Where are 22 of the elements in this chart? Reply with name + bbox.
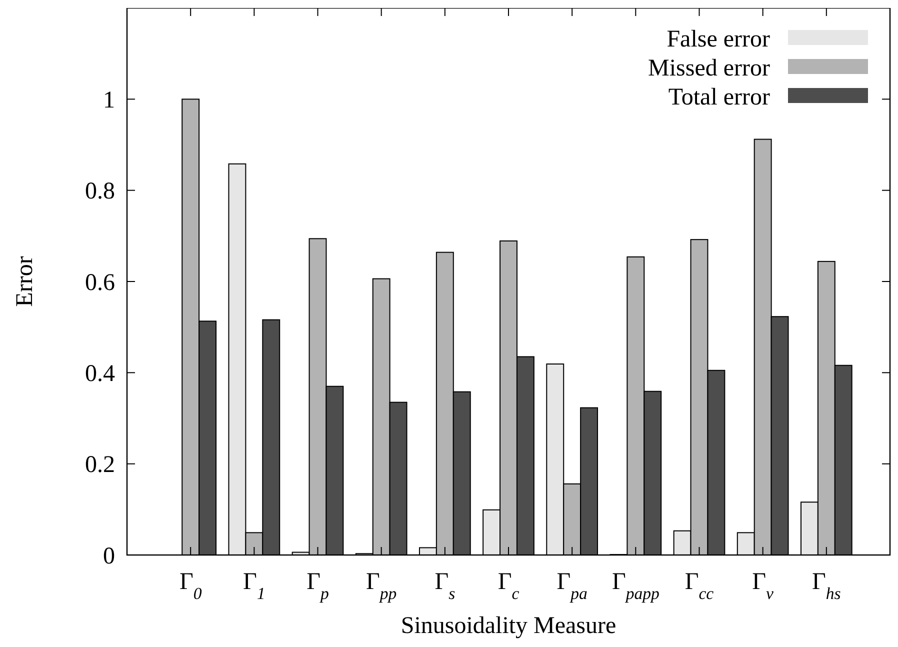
x-tick-label: Γ$_{p}$ [306, 569, 329, 602]
x-tick-label: Γ$_{0}$ [179, 569, 202, 602]
x-tick-label: Γ$_{1}$ [243, 569, 266, 602]
x-tick-label: Γ$_{pa}$ [556, 569, 588, 602]
x-tick-label: Γ$_{s}$ [434, 569, 456, 602]
y-tick-label: 0 [103, 543, 115, 570]
y-tick-label: 1 [103, 88, 115, 114]
y-tick-label: 0.2 [85, 452, 115, 478]
y-tick-label: 0.6 [85, 270, 115, 296]
y-tick-label: 0.4 [85, 361, 115, 388]
y-tick-label: 0.8 [85, 178, 115, 205]
legend-label: False error [666, 26, 770, 52]
legend-label: Total error [668, 84, 770, 110]
y-axis-title: Error [12, 256, 38, 307]
legend-label: Missed error [648, 55, 770, 82]
x-tick-label: Γ$_{v}$ [752, 569, 774, 602]
x-tick-label: Γ$_{c}$ [498, 569, 520, 602]
x-tick-label: Γ$_{hs}$ [812, 569, 842, 602]
x-tick-label: Γ$_{cc}$ [684, 569, 714, 602]
x-tick-label: Γ$_{pp}$ [366, 569, 397, 602]
x-axis-title: Sinusoidality Measure [400, 613, 616, 639]
x-tick-label: Γ$_{papp}$ [612, 569, 660, 602]
